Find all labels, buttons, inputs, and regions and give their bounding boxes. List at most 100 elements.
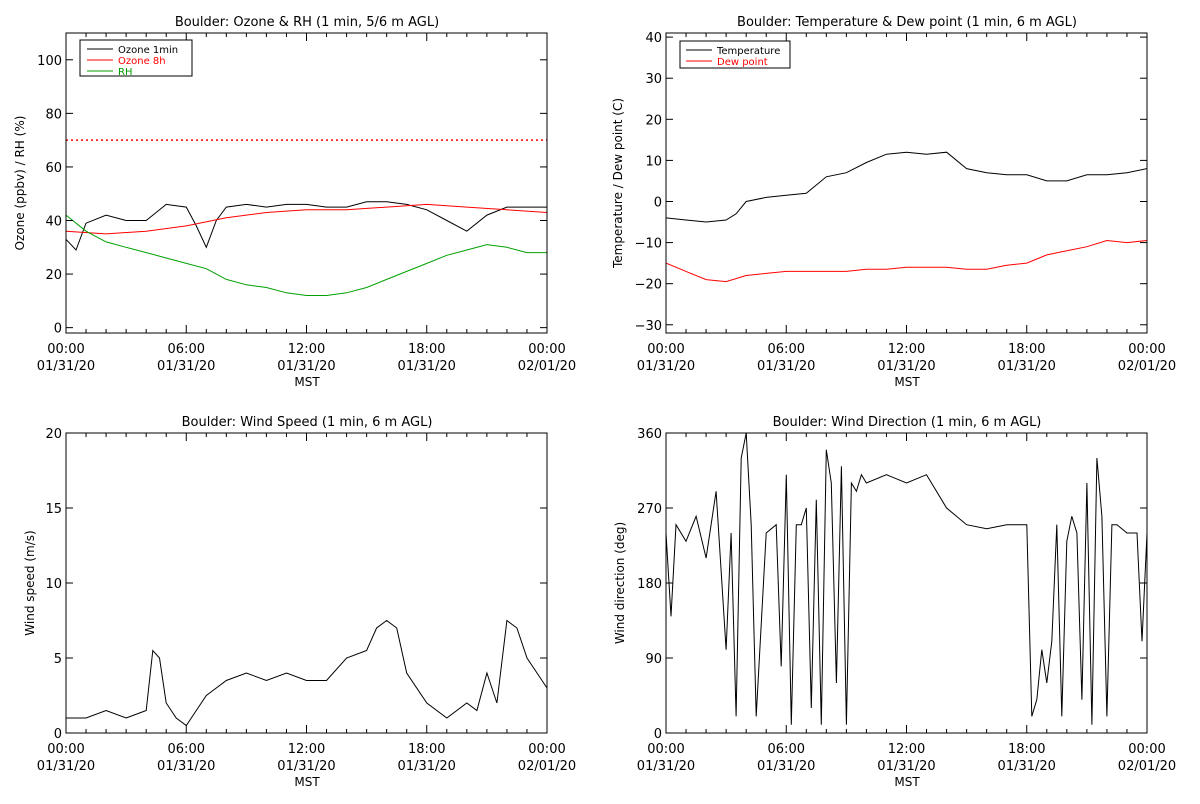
- y-tick-label: 10: [45, 577, 62, 592]
- x-tick-label-date: 02/01/20: [518, 759, 576, 774]
- legend: Temperature Dew point: [679, 40, 791, 69]
- x-tick-label-date: 01/31/20: [998, 359, 1056, 374]
- series-layer: [666, 433, 1147, 725]
- x-tick-label-time: 06:00: [768, 342, 805, 357]
- x-tick-label-date: 01/31/20: [277, 359, 335, 374]
- legend-label-dew-point: Dew point: [717, 57, 768, 68]
- panel-wind-direction: Boulder: Wind Direction (1 min, 6 m AGL)…: [613, 415, 1176, 789]
- x-tick-label-time: 06:00: [768, 742, 805, 757]
- y-tick-label: 0: [654, 195, 662, 210]
- plot-frame: [665, 432, 1148, 734]
- x-axis-label: MST: [894, 775, 920, 789]
- tick-layer: 0 20 40 60 80 100 00:00 01/31/20 06:00 01/31/20 12…: [37, 33, 576, 374]
- y-tick-label: 0: [54, 727, 62, 742]
- y-tick-label: 100: [37, 54, 62, 69]
- x-tick-label-date: 02/01/20: [518, 359, 576, 374]
- x-tick-label-date: 02/01/20: [1118, 359, 1176, 374]
- x-tick-label-date: 01/31/20: [877, 759, 935, 774]
- x-tick-label-date: 01/31/20: [637, 759, 695, 774]
- x-tick-label-time: 06:00: [168, 742, 205, 757]
- x-tick-label-date: 01/31/20: [157, 759, 215, 774]
- panel-wind-speed: Boulder: Wind Speed (1 min, 6 m AGL) 0 5 1…: [23, 415, 576, 789]
- y-tick-label: 30: [645, 72, 662, 87]
- x-tick-label-date: 01/31/20: [637, 359, 695, 374]
- legend-box: [79, 39, 193, 77]
- x-tick-label-time: 00:00: [1128, 342, 1165, 357]
- series-layer: [666, 151, 1147, 283]
- x-tick-label-date: 01/31/20: [757, 759, 815, 774]
- x-tick-label-time: 00:00: [528, 342, 565, 357]
- x-tick-label-time: 06:00: [168, 342, 205, 357]
- y-tick-label: 180: [637, 577, 662, 592]
- series-line-series-1: [66, 619, 547, 727]
- y-tick-label: 0: [54, 322, 62, 337]
- series-layer: [66, 619, 547, 727]
- y-tick-label: 60: [45, 161, 62, 176]
- plot-frame: [65, 432, 548, 734]
- y-tick-label: 0: [654, 727, 662, 742]
- y-axis-label: Wind direction (deg): [613, 522, 627, 644]
- x-tick-label-time: 12:00: [888, 342, 925, 357]
- y-tick-label: 5: [54, 652, 62, 667]
- chart-title: Boulder: Wind Direction (1 min, 6 m AGL): [773, 415, 1042, 430]
- y-tick-label: −10: [635, 237, 662, 252]
- x-tick-label-time: 18:00: [408, 342, 445, 357]
- y-tick-label: −20: [635, 278, 662, 293]
- x-tick-label-time: 00:00: [1128, 742, 1165, 757]
- x-tick-label-date: 01/31/20: [757, 359, 815, 374]
- y-tick-label: −30: [635, 319, 662, 334]
- legend-label-ozone-8h: Ozone 8h: [118, 56, 166, 67]
- x-tick-label-date: 01/31/20: [398, 359, 456, 374]
- y-tick-label: 40: [645, 31, 662, 46]
- tick-layer: 0 90 180 270 360 00:00 01/31/20 06:00 01/31/20 12…: [637, 427, 1176, 774]
- series-layer: [66, 139, 547, 296]
- series-line-ozone-8h: [66, 203, 547, 235]
- series-line-rh: [66, 214, 547, 296]
- y-tick-label: 40: [45, 215, 62, 230]
- y-tick-label: 10: [645, 154, 662, 169]
- legend-box: [679, 40, 791, 69]
- x-tick-label-date: 01/31/20: [37, 759, 95, 774]
- x-tick-label-time: 12:00: [288, 342, 325, 357]
- x-tick-label-time: 18:00: [1008, 742, 1045, 757]
- x-tick-label-time: 00:00: [647, 342, 684, 357]
- x-tick-label-time: 00:00: [528, 742, 565, 757]
- x-tick-label-time: 18:00: [408, 742, 445, 757]
- legend-label-temperature: Temperature: [716, 46, 780, 57]
- y-tick-label: 20: [45, 427, 62, 442]
- x-axis-label: MST: [294, 775, 320, 789]
- panel-temperature-dewpoint: Boulder: Temperature & Dew point (1 min,…: [611, 15, 1176, 389]
- series-line-dew-point: [666, 239, 1147, 283]
- y-tick-label: 20: [45, 268, 62, 283]
- x-tick-label-time: 00:00: [47, 742, 84, 757]
- x-axis-label: MST: [894, 375, 920, 389]
- y-tick-label: 15: [45, 502, 62, 517]
- y-axis-label: Ozone (ppbv) / RH (%): [13, 116, 27, 251]
- x-tick-label-date: 01/31/20: [277, 759, 335, 774]
- x-tick-label-time: 18:00: [1008, 342, 1045, 357]
- y-tick-label: 90: [645, 652, 662, 667]
- x-tick-label-time: 12:00: [288, 742, 325, 757]
- series-line-ozone-1min: [66, 201, 547, 251]
- x-tick-label-date: 01/31/20: [37, 359, 95, 374]
- y-tick-label: 80: [45, 107, 62, 122]
- legend-label-ozone-1min: Ozone 1min: [118, 45, 178, 56]
- x-tick-label-time: 00:00: [647, 742, 684, 757]
- y-axis-label: Wind speed (m/s): [23, 530, 37, 635]
- y-tick-label: 270: [637, 502, 662, 517]
- panel-ozone-rh: Boulder: Ozone & RH (1 min, 5/6 m AGL) 0…: [13, 15, 576, 389]
- y-tick-label: 20: [645, 113, 662, 128]
- x-tick-label-date: 01/31/20: [877, 359, 935, 374]
- chart-title: Boulder: Wind Speed (1 min, 6 m AGL): [182, 415, 433, 430]
- x-tick-label-date: 01/31/20: [157, 359, 215, 374]
- legend-label-rh: RH: [118, 67, 132, 78]
- x-tick-label-date: 01/31/20: [998, 759, 1056, 774]
- plot-frame: [665, 32, 1148, 334]
- x-tick-label-date: 01/31/20: [398, 759, 456, 774]
- plot-frame: [65, 32, 548, 334]
- series-line-series-1: [666, 433, 1147, 725]
- tick-layer: 0 5 10 15 20 00:00 01/31/20 06:00 01/31/20 12:00 0…: [37, 427, 576, 774]
